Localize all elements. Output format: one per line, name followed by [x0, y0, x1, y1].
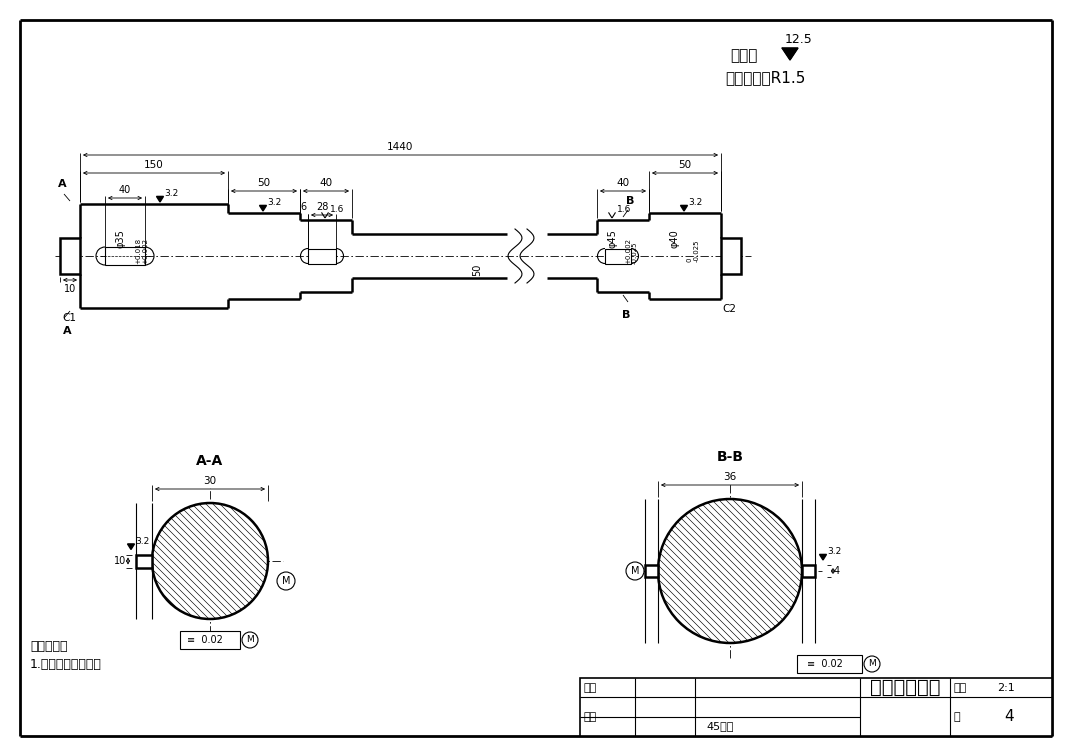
Text: M: M [282, 576, 291, 586]
Text: 2:1: 2:1 [997, 683, 1015, 692]
Text: C1: C1 [62, 313, 76, 323]
Text: 4: 4 [834, 566, 840, 576]
Bar [580, 678, 1052, 736]
Polygon shape [157, 197, 164, 202]
Text: 12.5: 12.5 [785, 33, 813, 46]
Text: A: A [62, 326, 72, 336]
Bar [802, 565, 815, 577]
Text: 50: 50 [679, 160, 691, 170]
Text: M: M [247, 636, 254, 645]
Text: M: M [868, 659, 876, 668]
Circle shape [864, 656, 880, 672]
Text: ≡  0.02: ≡ 0.02 [187, 635, 223, 645]
Text: A: A [58, 179, 66, 189]
Text: 50: 50 [472, 264, 482, 277]
Circle shape [626, 562, 644, 580]
Bar [60, 238, 80, 274]
Text: 上料机动力轴: 上料机动力轴 [869, 678, 940, 697]
Circle shape [152, 503, 268, 619]
Text: 40: 40 [119, 185, 131, 195]
Text: ≡  0.02: ≡ 0.02 [806, 659, 843, 669]
Text: 36: 36 [724, 472, 736, 482]
Bar [721, 238, 741, 274]
Text: B-B: B-B [716, 450, 744, 464]
Circle shape [658, 499, 802, 643]
Text: φ45: φ45 [607, 229, 617, 248]
Text: B: B [622, 310, 630, 320]
Text: 3.2: 3.2 [164, 190, 179, 198]
Bar [180, 631, 240, 649]
Text: +0.018
+0.002: +0.018 +0.002 [135, 238, 148, 264]
Text: 28: 28 [316, 202, 328, 212]
Text: 比例: 比例 [954, 683, 967, 692]
Text: C2: C2 [723, 304, 736, 314]
Text: 3.2: 3.2 [688, 198, 703, 207]
Polygon shape [128, 544, 134, 550]
Text: M: M [630, 566, 639, 576]
Bar [605, 249, 631, 264]
Text: 30: 30 [204, 476, 217, 486]
Bar [645, 565, 658, 577]
Bar [105, 247, 145, 265]
Text: 4: 4 [1004, 709, 1014, 724]
Text: φ40: φ40 [669, 229, 679, 248]
Text: 1.6: 1.6 [329, 206, 344, 215]
Text: 40: 40 [616, 178, 629, 188]
Text: φ35: φ35 [115, 229, 125, 248]
Text: +0.002
-0.025: +0.002 -0.025 [625, 238, 638, 264]
Text: 其余：: 其余： [730, 48, 758, 64]
Circle shape [242, 632, 258, 648]
Text: 40: 40 [319, 178, 332, 188]
Text: 技术要求：: 技术要求： [30, 640, 68, 652]
Text: 3.2: 3.2 [135, 537, 150, 546]
Text: 10: 10 [64, 284, 76, 294]
Text: 6: 6 [300, 202, 307, 212]
Text: 未注圆角：R1.5: 未注圆角：R1.5 [725, 70, 805, 85]
Bar [308, 249, 336, 264]
Circle shape [277, 572, 295, 590]
Text: 50: 50 [257, 178, 270, 188]
Text: 1.材料进行调制处理: 1.材料进行调制处理 [30, 658, 102, 671]
Text: 图: 图 [954, 711, 961, 722]
Text: 45号钢: 45号钢 [706, 721, 733, 731]
Text: A-A: A-A [196, 454, 224, 468]
Polygon shape [781, 48, 798, 60]
Bar [796, 655, 862, 673]
Text: B: B [626, 196, 635, 206]
Text: 10: 10 [114, 556, 126, 566]
Text: 制图: 制图 [584, 683, 597, 692]
Text: 1.6: 1.6 [616, 206, 631, 215]
Text: 150: 150 [144, 160, 164, 170]
Polygon shape [819, 554, 827, 560]
Text: 审核: 审核 [584, 711, 597, 722]
Text: 1440: 1440 [387, 142, 414, 152]
Polygon shape [259, 206, 267, 211]
Text: 3.2: 3.2 [828, 547, 842, 556]
Text: 3.2: 3.2 [268, 198, 282, 207]
Text: 0
-0.025: 0 -0.025 [687, 240, 700, 262]
Polygon shape [681, 206, 687, 211]
Bar [136, 554, 152, 568]
